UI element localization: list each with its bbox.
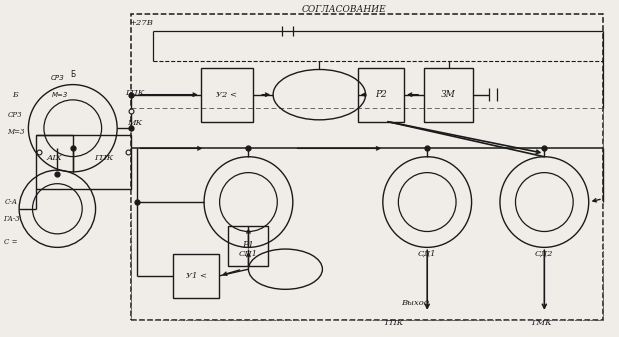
Text: М=3: М=3 [7, 128, 24, 135]
Bar [424, 68, 474, 122]
Text: +27В: +27В [129, 19, 152, 27]
Text: У1 <: У1 < [186, 272, 207, 280]
Text: СОГЛАСОВАНИЕ: СОГЛАСОВАНИЕ [301, 5, 386, 13]
Text: ГПК: ГПК [125, 89, 144, 97]
Bar [131, 108, 603, 319]
Bar [228, 225, 269, 266]
Text: МК: МК [127, 119, 142, 127]
Text: СРЗ: СРЗ [8, 111, 23, 119]
Text: С =: С = [4, 238, 18, 246]
Text: Р1: Р1 [243, 241, 254, 250]
Text: М=3: М=3 [52, 92, 69, 98]
Text: ГА-3: ГА-3 [2, 215, 19, 223]
Text: СД1: СД1 [418, 250, 436, 258]
Text: Выход: Выход [401, 299, 429, 307]
Text: СД2: СД2 [535, 250, 553, 258]
Text: СРЗ: СРЗ [51, 75, 64, 81]
Bar [131, 14, 603, 319]
Text: Б: Б [70, 70, 76, 79]
Bar [36, 135, 131, 189]
Bar [358, 68, 404, 122]
Text: ГПК: ГПК [384, 319, 403, 327]
Text: Б: Б [12, 91, 18, 99]
Text: Р2: Р2 [375, 90, 387, 99]
Text: У2 <: У2 < [217, 91, 237, 99]
Text: ГПК: ГПК [94, 154, 113, 162]
Bar [201, 68, 253, 122]
Text: АIХ: АIХ [46, 154, 62, 162]
Text: СП1: СП1 [239, 250, 258, 258]
Text: ЗМ: ЗМ [441, 90, 456, 99]
Text: С-А: С-А [4, 198, 17, 206]
Text: ГМК: ГМК [531, 319, 552, 327]
Bar [173, 254, 219, 298]
